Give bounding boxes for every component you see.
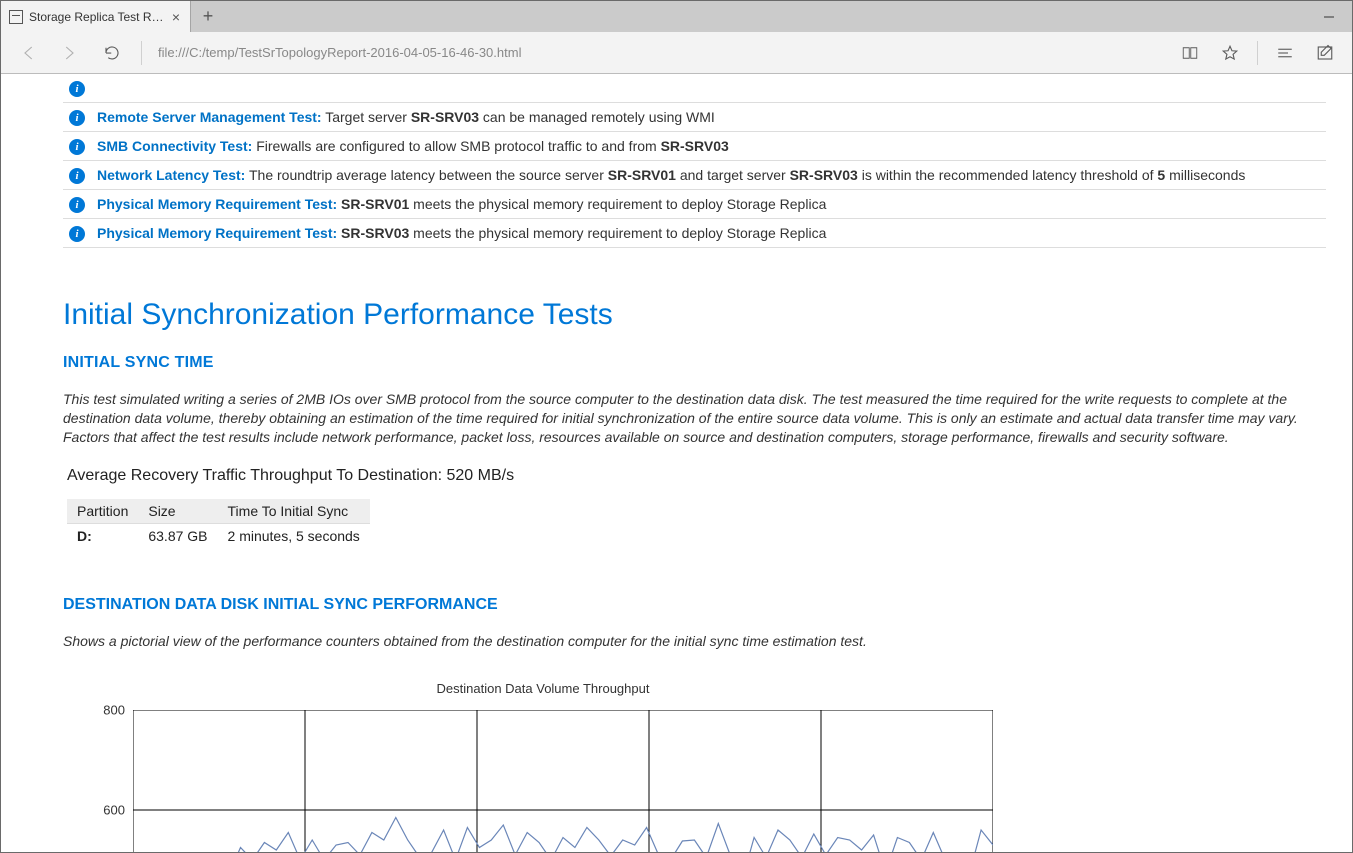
close-tab-icon[interactable]: × (170, 9, 182, 25)
minimize-button[interactable] (1306, 1, 1352, 32)
test-row: i SMB Connectivity Test: Firewalls are co… (63, 132, 1326, 161)
web-note-icon[interactable] (1306, 36, 1344, 70)
table-row: D:63.87 GB2 minutes, 5 seconds (67, 523, 370, 548)
forward-button[interactable] (51, 36, 89, 70)
info-icon: i (69, 110, 85, 126)
page-icon (9, 10, 23, 24)
test-description: Firewalls are configured to allow SMB pr… (256, 138, 729, 154)
table-cell: D: (67, 523, 138, 548)
info-icon: i (69, 81, 85, 97)
test-row: i Network Latency Test: The roundtrip ave… (63, 161, 1326, 190)
new-tab-button[interactable]: + (191, 1, 225, 32)
test-row: i Physical Memory Requirement Test: SR-SR… (63, 219, 1326, 248)
test-row: i Physical Memory Requirement Test: SR-SR… (63, 190, 1326, 219)
test-row: i Remote Server Management Test: Target s… (63, 103, 1326, 132)
info-icon: i (69, 168, 85, 184)
y-axis-label: 600 (103, 802, 125, 817)
perf-description: Shows a pictorial view of the performanc… (63, 632, 1326, 651)
test-name: Network Latency Test: (97, 167, 245, 183)
throughput-label: Average Recovery Traffic Throughput To D… (67, 467, 1326, 485)
back-button[interactable] (9, 36, 47, 70)
test-row: i (63, 74, 1326, 103)
browser-window: Storage Replica Test Rep × + file:///C:/… (0, 0, 1353, 853)
toolbar: file:///C:/temp/TestSrTopologyReport-201… (1, 32, 1352, 74)
refresh-button[interactable] (93, 36, 131, 70)
test-description: SR-SRV01 meets the physical memory requi… (341, 196, 826, 212)
table-cell: 63.87 GB (138, 523, 217, 548)
y-axis-label: 800 (103, 702, 125, 717)
info-icon: i (69, 139, 85, 155)
test-description: Target server SR-SRV03 can be managed re… (325, 109, 715, 125)
reading-view-icon[interactable] (1171, 36, 1209, 70)
test-name: Remote Server Management Test: (97, 109, 322, 125)
chart-svg (133, 710, 993, 852)
requirements-test-table: iiRemote Server Management Test: Target … (63, 74, 1326, 248)
sync-heading: INITIAL SYNC TIME (63, 354, 1326, 372)
test-description: SR-SRV03 meets the physical memory requi… (341, 225, 826, 241)
browser-tab[interactable]: Storage Replica Test Rep × (1, 1, 191, 32)
test-name: Physical Memory Requirement Test: (97, 196, 337, 212)
titlebar: Storage Replica Test Rep × + (1, 1, 1352, 32)
page-content: iiRemote Server Management Test: Target … (1, 74, 1352, 852)
tab-title: Storage Replica Test Rep (29, 10, 164, 24)
throughput-chart: Destination Data Volume Throughput 600 80… (63, 681, 1326, 852)
chart-title: Destination Data Volume Throughput (63, 681, 1023, 696)
test-name: Physical Memory Requirement Test: (97, 225, 337, 241)
section-heading: Initial Synchronization Performance Test… (63, 298, 1326, 332)
info-icon: i (69, 197, 85, 213)
info-icon: i (69, 226, 85, 242)
favorite-icon[interactable] (1211, 36, 1249, 70)
hub-icon[interactable] (1266, 36, 1304, 70)
sync-table: PartitionSizeTime To Initial Sync D:63.8… (67, 499, 370, 548)
address-bar[interactable]: file:///C:/temp/TestSrTopologyReport-201… (152, 45, 1167, 60)
table-cell: 2 minutes, 5 seconds (218, 523, 370, 548)
table-header: Size (138, 499, 217, 524)
table-header: Time To Initial Sync (218, 499, 370, 524)
test-name: SMB Connectivity Test: (97, 138, 252, 154)
test-description: The roundtrip average latency between th… (249, 167, 1245, 183)
perf-heading: DESTINATION DATA DISK INITIAL SYNC PERFO… (63, 596, 1326, 614)
sync-description: This test simulated writing a series of … (63, 390, 1326, 447)
table-header: Partition (67, 499, 138, 524)
